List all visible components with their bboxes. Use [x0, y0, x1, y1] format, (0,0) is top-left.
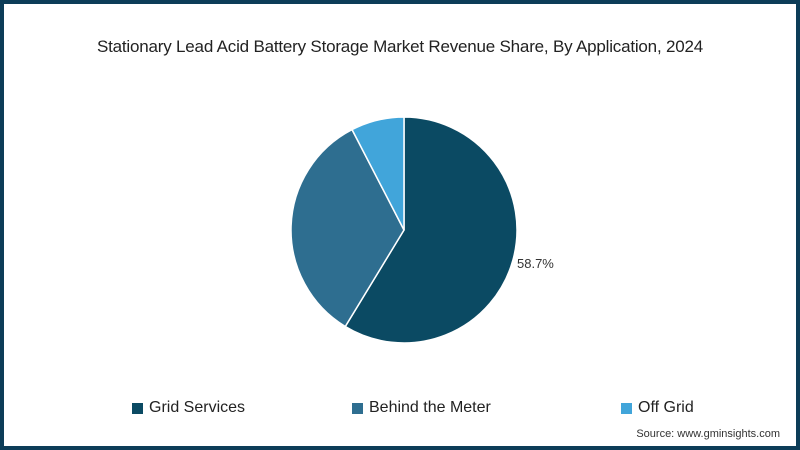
- legend-item-behind-the-meter: Behind the Meter: [352, 399, 491, 417]
- legend-swatch-icon: [132, 402, 143, 414]
- source-note: Source: www.gminsights.com: [636, 428, 780, 440]
- legend-swatch-icon: [621, 402, 632, 414]
- pie-slice-grid-services: [344, 116, 518, 344]
- pie-slice-behind-the-meter: [290, 128, 405, 328]
- pie-slice-off-grid: [351, 116, 405, 231]
- legend-label: Behind the Meter: [369, 399, 491, 416]
- pie-chart: [290, 116, 518, 344]
- legend-item-grid-services: Grid Services: [132, 399, 245, 417]
- chart-title: Stationary Lead Acid Battery Storage Mar…: [96, 37, 704, 56]
- legend-label: Grid Services: [149, 399, 246, 416]
- legend-label: Off Grid: [638, 399, 694, 416]
- legend-swatch-icon: [352, 402, 363, 414]
- chart-frame: Stationary Lead Acid Battery Storage Mar…: [4, 4, 796, 446]
- grid-services-data-label: 58.7%: [517, 256, 554, 271]
- legend-item-off-grid: Off Grid: [621, 399, 694, 417]
